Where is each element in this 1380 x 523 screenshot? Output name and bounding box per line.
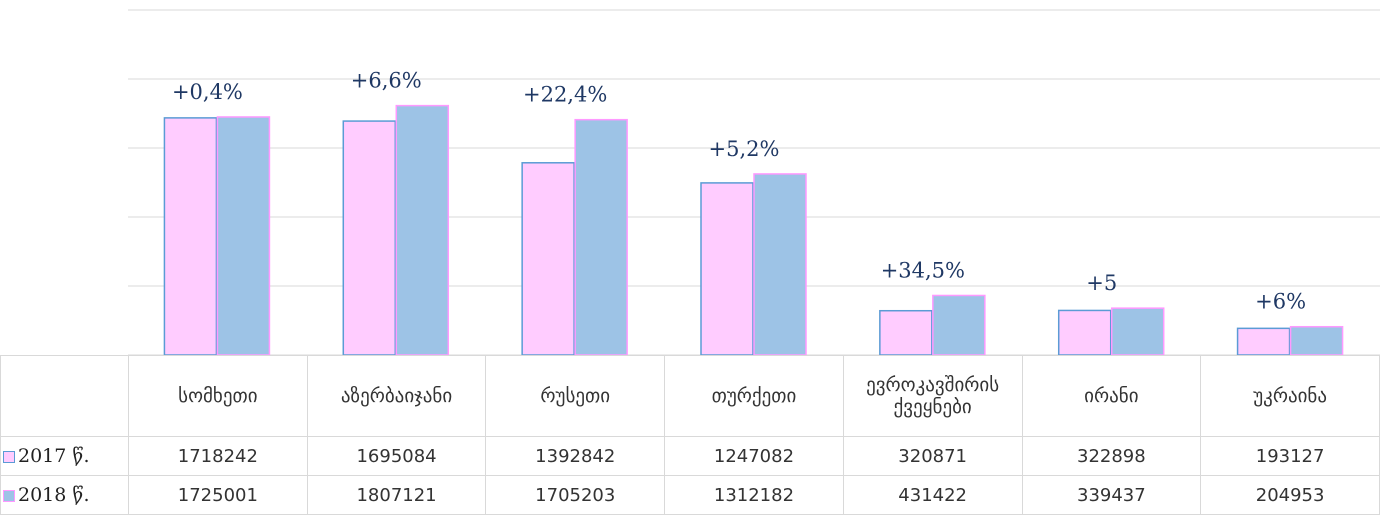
category-label: თურქეთი — [664, 355, 844, 437]
value-cell: 431422 — [842, 475, 1023, 515]
corner-cell — [0, 355, 129, 437]
annotation: +0,4% — [172, 80, 243, 104]
bar — [879, 309, 933, 356]
data-table: სომხეთი აზერბაიჯანი რუსეთი თურქეთი ევროკავში… — [0, 355, 1380, 515]
category-label: სომხეთი — [128, 355, 308, 437]
bar — [521, 162, 575, 356]
category-label: რუსეთი — [485, 355, 666, 437]
value-cell: 1392842 — [485, 436, 666, 476]
value-cell: 320871 — [842, 436, 1023, 476]
category-label: ირანი — [1021, 355, 1202, 437]
bar — [700, 182, 754, 356]
value-cell: 204953 — [1200, 475, 1380, 515]
category-label: ევროკავშირის ქვეყნები — [842, 355, 1023, 437]
bar — [932, 294, 986, 356]
annotation: +6% — [1255, 290, 1306, 314]
annotation: +22,4% — [523, 83, 607, 107]
bar — [216, 116, 271, 356]
category-label: უკრაინა — [1200, 355, 1380, 437]
value-cell: 1725001 — [128, 475, 308, 515]
legend-label: 2018 წ. — [18, 484, 90, 506]
value-cell: 1695084 — [306, 436, 487, 476]
value-cell: 1807121 — [306, 475, 487, 515]
value-cell: 1247082 — [664, 436, 844, 476]
chart: +0,4% +6,6% +22,4% +5,2% +34,5% +5 +6% — [128, 9, 1380, 356]
value-cell: 1705203 — [485, 475, 666, 515]
category-label: აზერბაიჯანი — [306, 355, 487, 437]
value-cell: 339437 — [1021, 475, 1202, 515]
series-row: 2018 წ. 1725001 1807121 1705203 1312182 43142… — [0, 475, 1380, 515]
annotation: +6,6% — [351, 69, 422, 93]
bar — [1057, 309, 1112, 356]
bar — [395, 104, 450, 356]
bar — [1110, 307, 1165, 356]
legend-label: 2017 წ. — [18, 445, 90, 467]
bar — [163, 117, 218, 356]
annotation: +34,5% — [881, 258, 965, 282]
legend-swatch — [3, 451, 15, 463]
legend-swatch — [3, 490, 15, 502]
value-cell: 322898 — [1021, 436, 1202, 476]
bar — [753, 173, 807, 356]
annotation: +5 — [1086, 271, 1117, 295]
bar — [1236, 327, 1291, 356]
value-cell: 1312182 — [664, 475, 844, 515]
value-cell: 193127 — [1200, 436, 1380, 476]
value-cell: 1718242 — [128, 436, 308, 476]
bar — [342, 120, 397, 356]
category-row: სომხეთი აზერბაიჯანი რუსეთი თურქეთი ევროკავში… — [0, 355, 1380, 437]
bar — [574, 118, 628, 356]
annotation: +5,2% — [709, 137, 780, 161]
bar — [1289, 325, 1344, 356]
legend-cell: 2017 წ. — [0, 436, 129, 476]
legend-cell: 2018 წ. — [0, 475, 129, 515]
series-row: 2017 წ. 1718242 1695084 1392842 1247082 32087… — [0, 436, 1380, 476]
